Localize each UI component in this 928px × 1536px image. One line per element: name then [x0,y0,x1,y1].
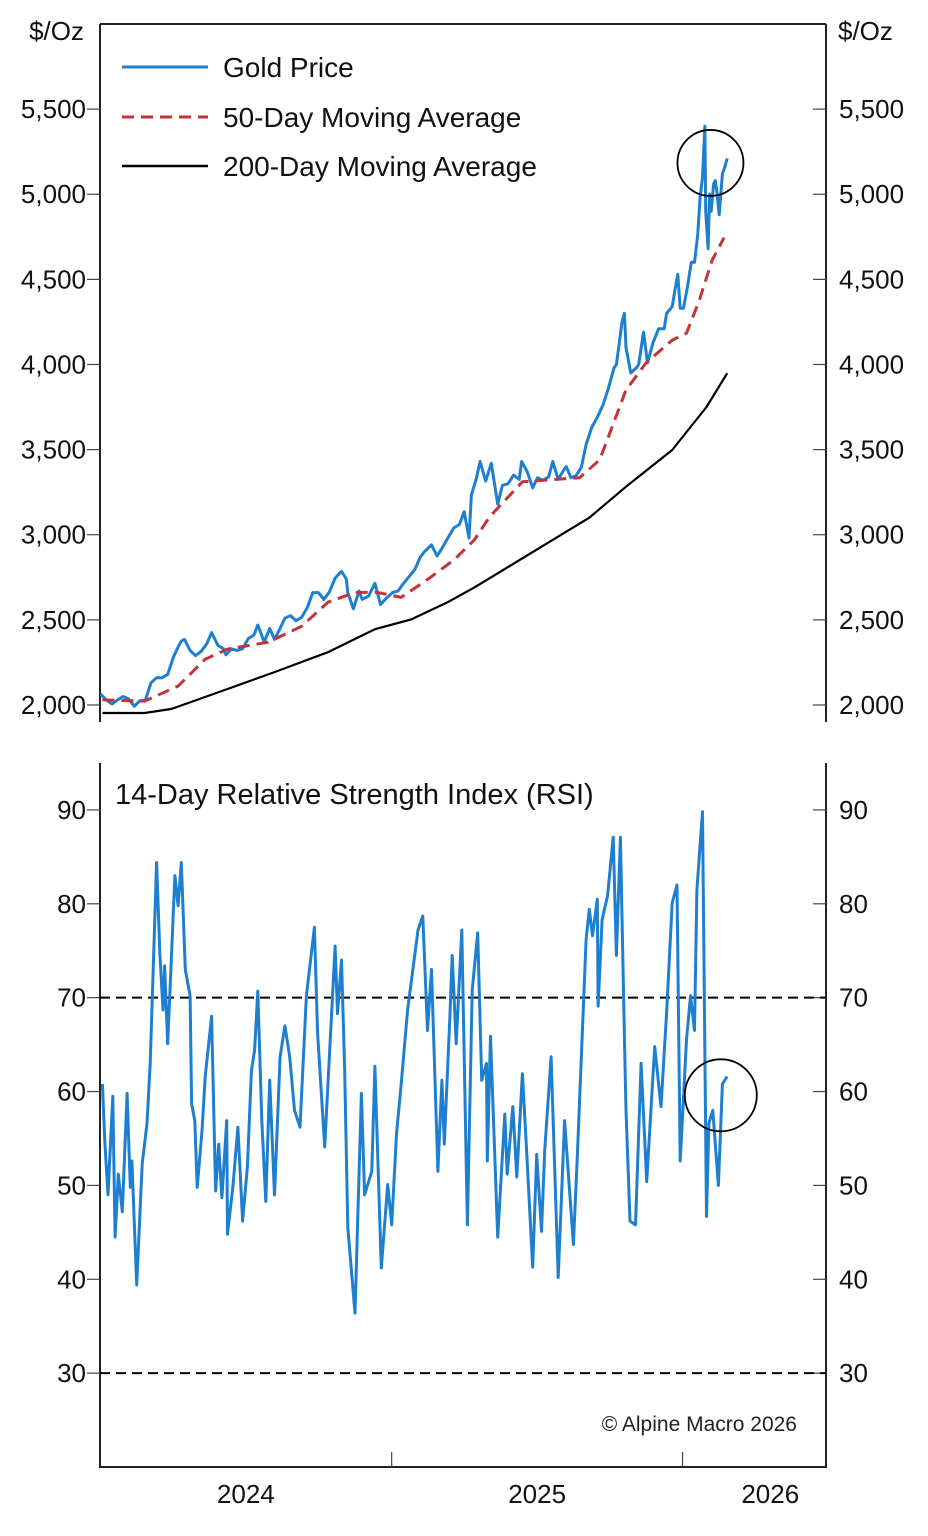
left-y-tick-label: 60 [57,1077,86,1107]
left-y-tick-label: 30 [57,1358,86,1388]
left-y-tick-label: 4,500 [21,264,86,294]
legend-label-50dma: 50-Day Moving Average [223,102,521,133]
price-panel: $/Oz $/Oz 2,000 2,000 2,500 2,500 3,000 3,000… [21,16,904,722]
legend-label-200dma: 200-Day Moving Average [223,151,537,182]
right-y-tick-label: 70 [839,983,868,1013]
right-y-tick-label: 4,500 [839,264,904,294]
left-y-tick-label: 3,000 [21,520,86,550]
x-tick-label: 2024 [217,1479,275,1509]
rsi-series [100,810,826,1375]
right-y-tick-label: 2,500 [839,605,904,635]
rsi-title: 14-Day Relative Strength Index (RSI) [115,779,594,811]
x-axis: 2024 2025 2026 [217,1452,799,1509]
legend-label-gold: Gold Price [223,52,354,83]
right-y-tick-label: 3,500 [839,435,904,465]
right-y-tick-label: 80 [839,889,868,919]
right-y-tick-label: 40 [839,1264,868,1294]
right-y-tick-label: 90 [839,795,868,825]
x-tick-label: 2026 [741,1479,799,1509]
right-y-tick-label: 5,500 [839,94,904,124]
highlight-circle [683,1058,758,1133]
right-y-tick-label: 50 [839,1170,868,1200]
series-line-1 [102,237,726,703]
legend: Gold Price 50-Day Moving Average 200-Day… [122,52,537,182]
left-y-tick-label: 40 [57,1264,86,1294]
rsi-frame [99,763,827,1468]
left-y-tick-label: 2,000 [21,690,86,720]
right-y-tick-label: 60 [839,1077,868,1107]
left-y-tick-label: 3,500 [21,435,86,465]
rsi-y-ticks: 30 30 40 40 50 50 60 60 70 70 80 80 90 90 [57,795,868,1388]
left-y-tick-label: 90 [57,795,86,825]
left-y-tick-label: 2,500 [21,605,86,635]
left-y-tick-label: 5,500 [21,94,86,124]
series-line-2 [102,372,729,715]
series-line-0 [100,810,729,1315]
left-y-tick-label: 80 [57,889,86,919]
left-y-tick-label: 70 [57,983,86,1013]
series-line-0 [99,124,729,708]
source-note: © Alpine Macro 2026 [602,1413,797,1436]
left-y-tick-label: 4,000 [21,349,86,379]
left-y-tick-label: 50 [57,1170,86,1200]
rsi-panel: 30 30 40 40 50 50 60 60 70 70 80 80 90 90 14-Day Rela… [57,763,868,1509]
right-y-tick-label: 3,000 [839,520,904,550]
right-y-tick-label: 5,000 [839,179,904,209]
highlight-circle [676,129,745,197]
right-unit-label: $/Oz [838,16,893,46]
right-y-tick-label: 4,000 [839,349,904,379]
left-unit-label: $/Oz [29,16,84,46]
left-y-tick-label: 5,000 [21,179,86,209]
price-frame [99,23,827,722]
x-tick-label: 2025 [508,1479,566,1509]
right-y-tick-label: 2,000 [839,690,904,720]
price-y-ticks: 2,000 2,000 2,500 2,500 3,000 3,000 3,500 3,500… [21,94,904,720]
price-series [99,124,745,715]
right-y-tick-label: 30 [839,1358,868,1388]
